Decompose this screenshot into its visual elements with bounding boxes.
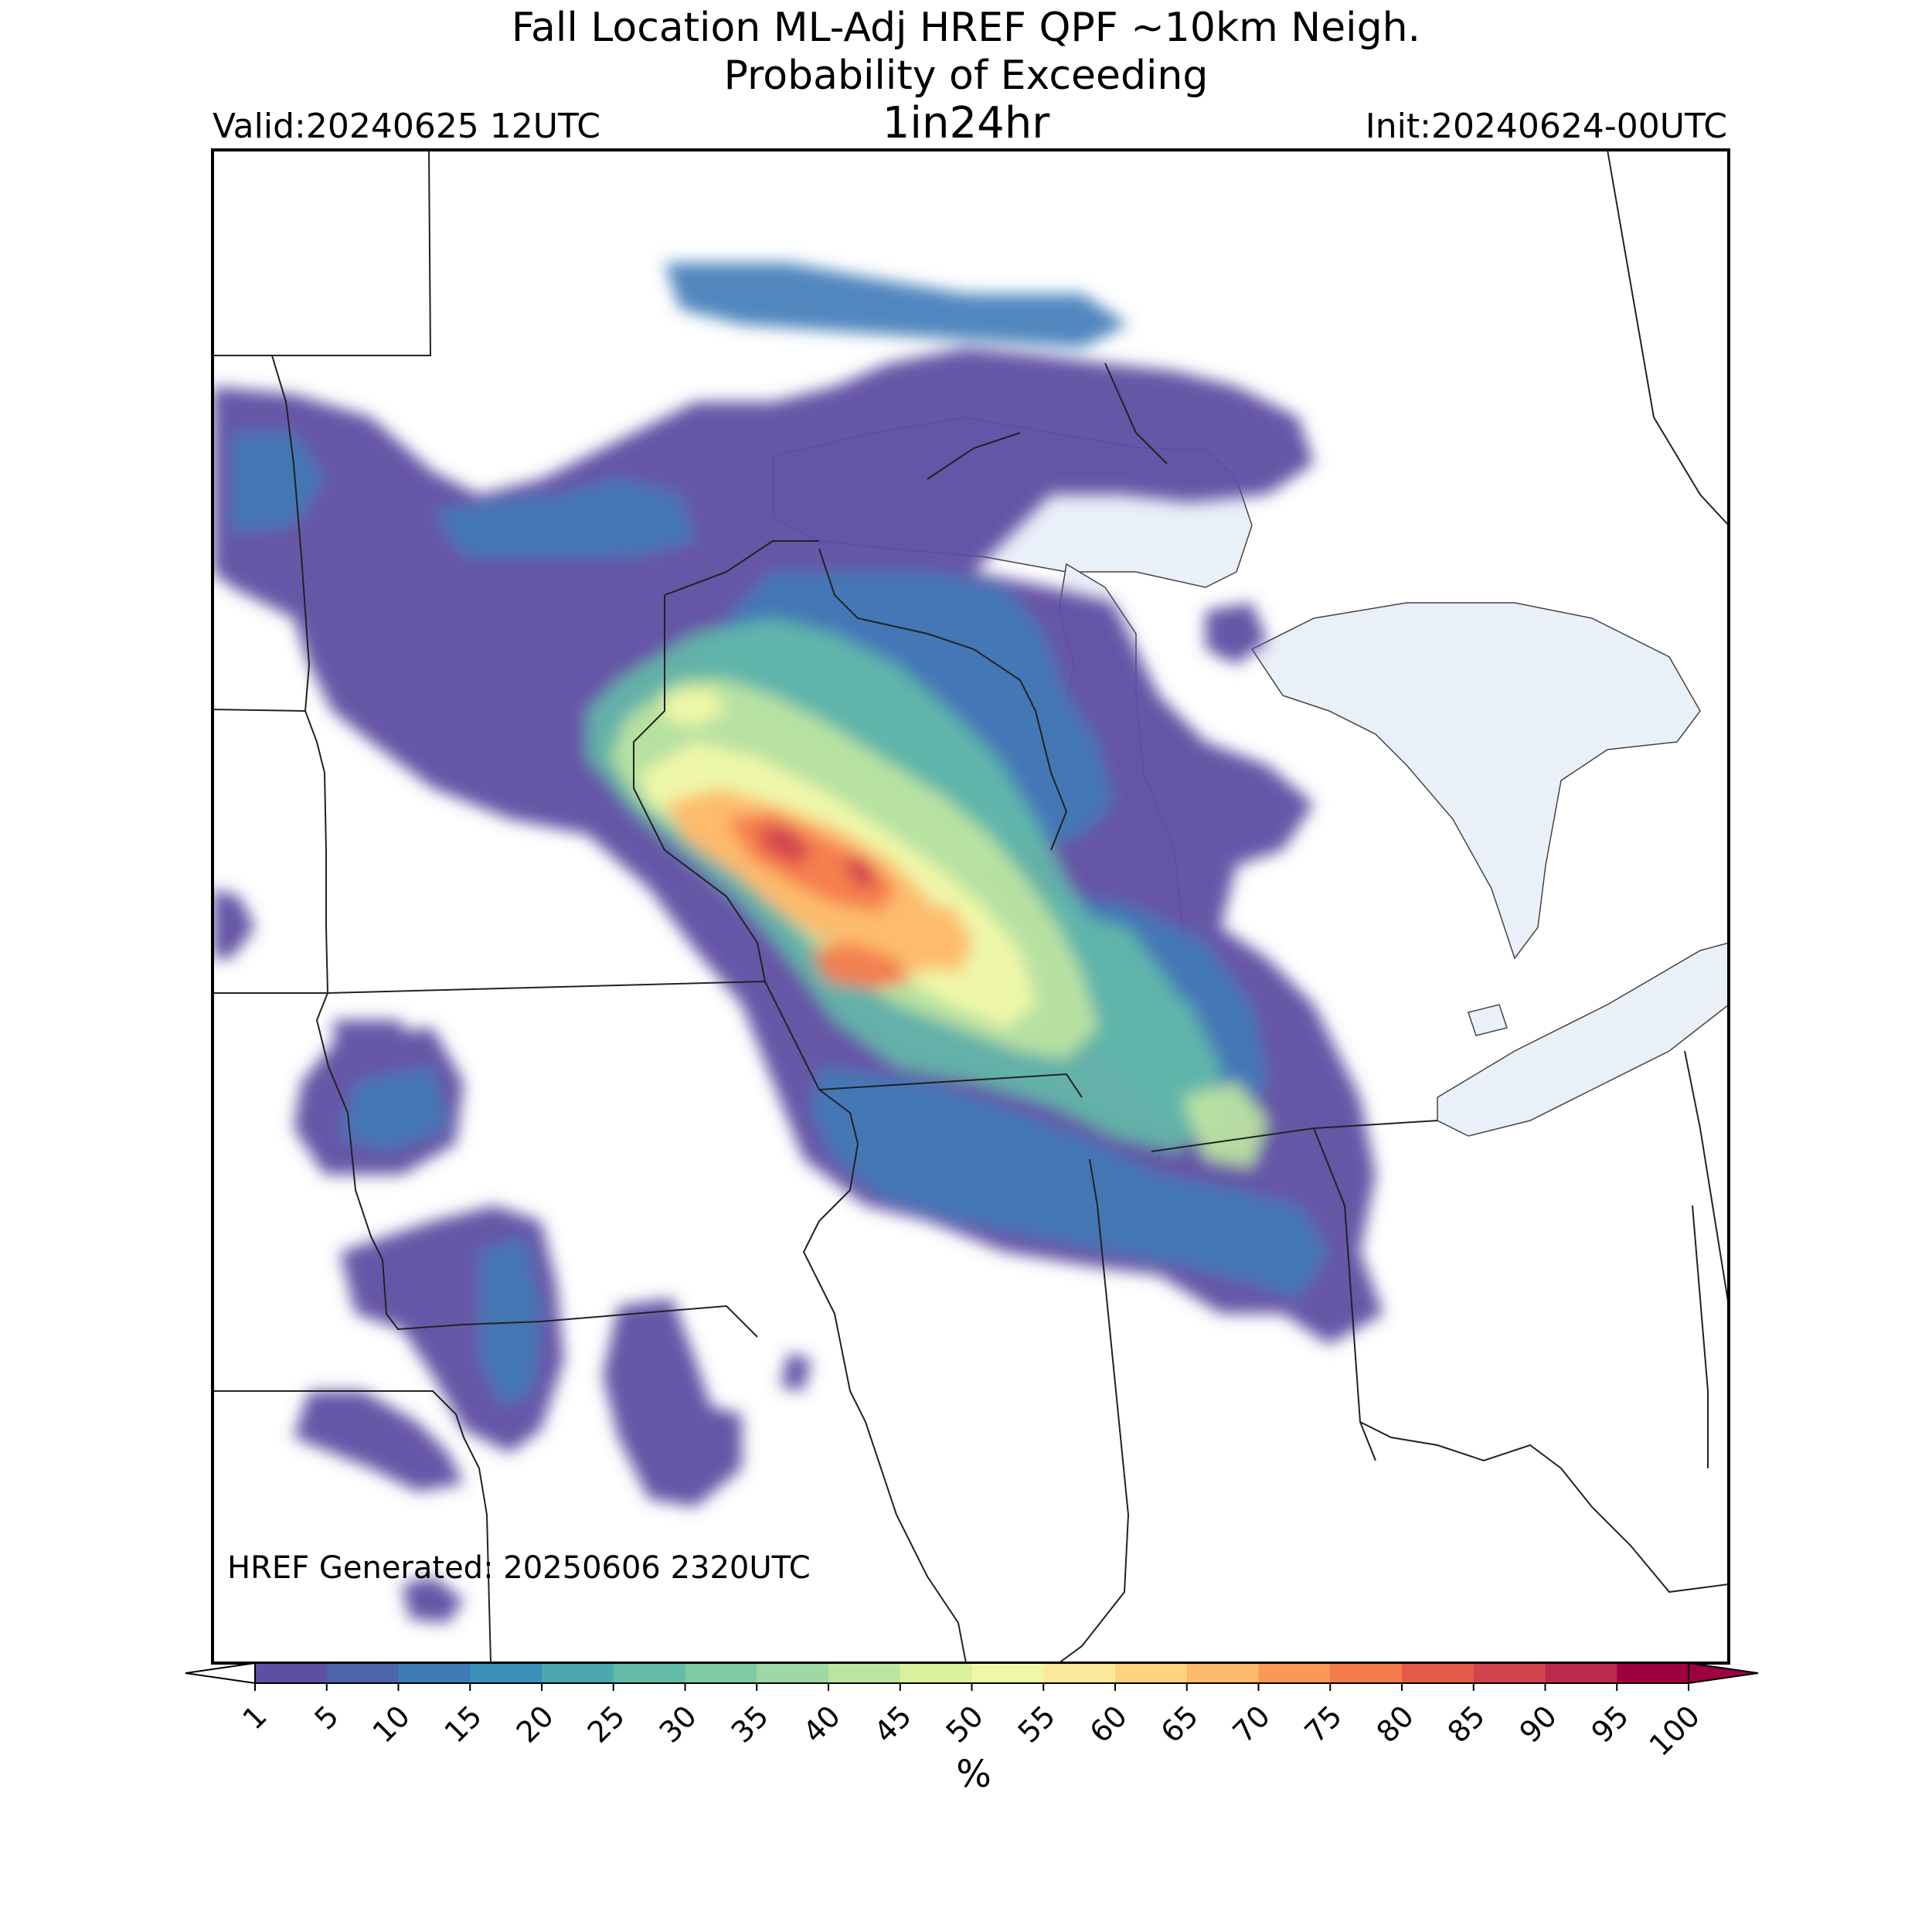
colorbar-swatch	[1258, 1663, 1331, 1683]
colorbar-unit-label: %	[956, 1753, 992, 1796]
colorbar-swatch	[255, 1663, 328, 1683]
colorbar-swatch	[1617, 1663, 1689, 1683]
colorbar-swatch	[1402, 1663, 1475, 1683]
threshold-label: 1in24hr	[882, 98, 1050, 148]
colorbar	[185, 1662, 1759, 1691]
political-borders	[213, 150, 1729, 1663]
colorbar-swatch	[900, 1663, 972, 1683]
colorbar-swatch	[613, 1663, 685, 1683]
colorbar-swatch	[971, 1663, 1044, 1683]
colorbar-swatch	[326, 1663, 399, 1683]
colorbar-swatch	[1545, 1663, 1617, 1683]
lake-erie	[1437, 942, 1729, 1137]
colorbar-swatch	[1043, 1663, 1116, 1683]
colorbar-swatch	[1473, 1663, 1546, 1683]
colorbar-swatch	[685, 1663, 757, 1683]
map-title: Fall Location ML-Adj HREF QPF ~10km Neig…	[511, 5, 1421, 51]
colorbar-extend-high	[1688, 1662, 1759, 1685]
map-subtitle: Probability of Exceeding	[723, 53, 1209, 99]
colorbar-swatch	[1115, 1663, 1188, 1683]
colorbar-extend-low	[185, 1662, 256, 1685]
init-time: Init:20240624-00UTC	[1365, 107, 1727, 146]
colorbar-swatch	[470, 1663, 543, 1683]
colorbar-swatch	[1186, 1663, 1259, 1683]
colorbar-swatch	[757, 1663, 829, 1683]
colorbar-swatch	[398, 1663, 471, 1683]
lake-huron	[1250, 602, 1701, 960]
colorbar-swatch	[828, 1663, 901, 1683]
valid-time: Valid:20240625 12UTC	[213, 107, 601, 146]
probability-field	[213, 263, 1383, 1623]
colorbar-swatch	[1330, 1663, 1403, 1683]
lake-st-clair	[1468, 1004, 1508, 1036]
generated-timestamp: HREF Generated: 20250606 2320UTC	[227, 1550, 811, 1586]
colorbar-swatch	[542, 1663, 614, 1683]
